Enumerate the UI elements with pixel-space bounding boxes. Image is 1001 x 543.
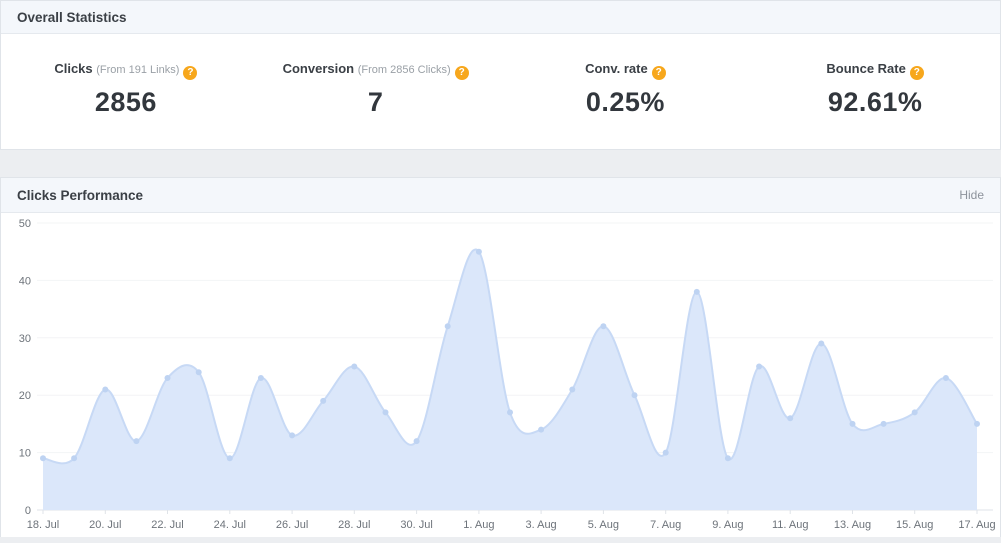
svg-text:5. Aug: 5. Aug xyxy=(588,519,619,531)
metric-clicks-label: Clicks xyxy=(54,61,93,76)
svg-text:13. Aug: 13. Aug xyxy=(834,519,871,531)
help-icon[interactable] xyxy=(454,66,469,80)
metric-conv-rate-label: Conv. rate xyxy=(585,61,648,76)
overall-statistics-panel: Overall Statistics Clicks (From 191 Link… xyxy=(0,0,1001,150)
svg-text:26. Jul: 26. Jul xyxy=(276,519,308,531)
clicks-performance-chart[interactable]: 0 10 20 30 40 50 18. Jul 20. Jul 22. Jul 24. Jul 2… xyxy=(1,213,1000,537)
metric-bounce-rate-value: 92.61% xyxy=(827,87,923,117)
metric-bounce-rate: Bounce Rate 92.61% xyxy=(750,61,1000,118)
metric-clicks-label-row: Clicks (From 191 Links) xyxy=(1,61,251,80)
metric-conv-rate: Conv. rate 0.25% xyxy=(501,61,751,118)
clicks-chart-svg[interactable]: 0 10 20 30 40 50 18. Jul 20. Jul 22. Jul 24. Jul 2… xyxy=(1,213,1000,537)
metric-clicks-sublabel: (From 191 Links) xyxy=(96,64,180,76)
svg-text:3. Aug: 3. Aug xyxy=(525,519,556,531)
metric-conversion-value: 7 xyxy=(367,87,384,117)
svg-text:7. Aug: 7. Aug xyxy=(650,519,681,531)
svg-text:24. Jul: 24. Jul xyxy=(214,519,246,531)
metric-bounce-rate-label-row: Bounce Rate xyxy=(750,61,1000,80)
svg-text:15. Aug: 15. Aug xyxy=(896,519,933,531)
help-icon[interactable] xyxy=(651,66,666,80)
svg-text:20. Jul: 20. Jul xyxy=(89,519,121,531)
svg-text:10: 10 xyxy=(19,448,31,460)
svg-text:28. Jul: 28. Jul xyxy=(338,519,370,531)
svg-text:11. Aug: 11. Aug xyxy=(772,519,809,531)
metric-conversion-label: Conversion xyxy=(282,61,355,76)
svg-text:40: 40 xyxy=(19,275,31,287)
clicks-performance-header: Clicks Performance Hide xyxy=(1,178,1000,213)
help-icon[interactable] xyxy=(183,66,198,80)
svg-text:22. Jul: 22. Jul xyxy=(151,519,183,531)
clicks-performance-panel: Clicks Performance Hide 0 10 20 30 40 50 18. J… xyxy=(0,177,1001,537)
help-icon[interactable] xyxy=(909,66,924,80)
metric-conversion-sublabel: (From 2856 Clicks) xyxy=(357,64,451,76)
hide-chart-link[interactable]: Hide xyxy=(959,188,984,202)
metric-bounce-rate-label: Bounce Rate xyxy=(826,61,906,76)
svg-text:20: 20 xyxy=(19,390,31,402)
metric-conversion-label-row: Conversion (From 2856 Clicks) xyxy=(251,61,501,80)
overall-statistics-header: Overall Statistics xyxy=(1,1,1000,34)
svg-text:50: 50 xyxy=(19,218,31,230)
metric-clicks: Clicks (From 191 Links) 2856 xyxy=(1,61,251,118)
svg-text:9. Aug: 9. Aug xyxy=(712,519,743,531)
svg-text:1. Aug: 1. Aug xyxy=(463,519,494,531)
metric-clicks-value: 2856 xyxy=(94,87,157,117)
svg-text:17. Aug: 17. Aug xyxy=(958,519,995,531)
metric-conv-rate-label-row: Conv. rate xyxy=(501,61,751,80)
metric-conv-rate-value: 0.25% xyxy=(585,87,665,117)
panel-title-clicks-performance: Clicks Performance xyxy=(17,187,144,203)
svg-text:30. Jul: 30. Jul xyxy=(400,519,432,531)
svg-text:18. Jul: 18. Jul xyxy=(27,519,59,531)
panel-title-overall-statistics: Overall Statistics xyxy=(17,9,127,25)
metrics-row: Clicks (From 191 Links) 2856 Conversion … xyxy=(1,34,1000,118)
svg-text:30: 30 xyxy=(19,333,31,345)
metric-conversion: Conversion (From 2856 Clicks) 7 xyxy=(251,61,501,118)
svg-text:0: 0 xyxy=(25,505,31,517)
